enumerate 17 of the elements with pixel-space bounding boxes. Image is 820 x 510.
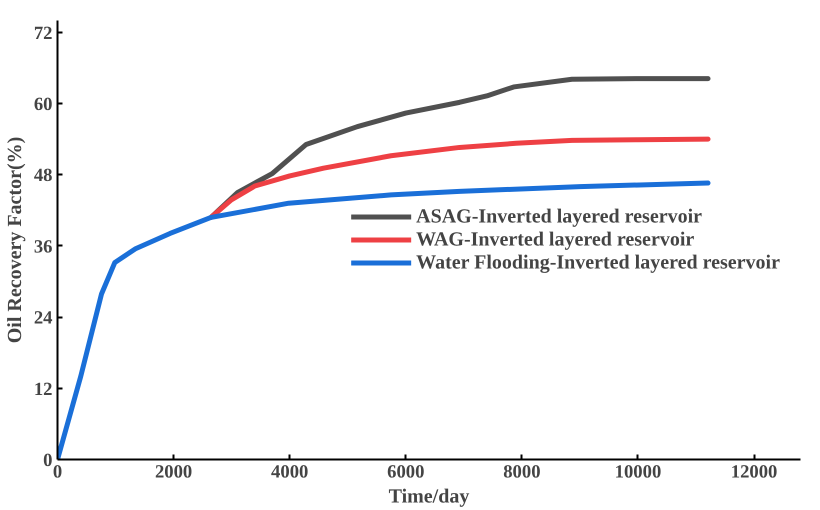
y-tick-label: 24 [34, 308, 52, 329]
x-tick-label: 10000 [614, 462, 662, 482]
legend-label: ASAG-Inverted layered reservoir [416, 205, 702, 228]
legend-label: Water Flooding-Inverted layered reservoir [416, 251, 780, 274]
y-tick-label: 48 [34, 165, 52, 186]
x-tick-label: 12000 [730, 462, 778, 482]
y-tick-label: 60 [34, 94, 52, 116]
y-tick-label: 12 [34, 378, 52, 400]
x-tick-label: 4000 [271, 462, 308, 482]
y-axis-title: Oil Recovery Factor(%) [4, 136, 26, 344]
x-axis-title: Time/day [388, 486, 470, 508]
legend-label: WAG-Inverted layered reservoir [416, 228, 694, 251]
x-tick-label: 6000 [387, 462, 424, 482]
y-tick-label: 72 [34, 22, 52, 44]
y-tick-label: 36 [34, 236, 52, 258]
x-tick-label: 2000 [154, 462, 192, 482]
x-tick-label: 8000 [503, 462, 541, 482]
